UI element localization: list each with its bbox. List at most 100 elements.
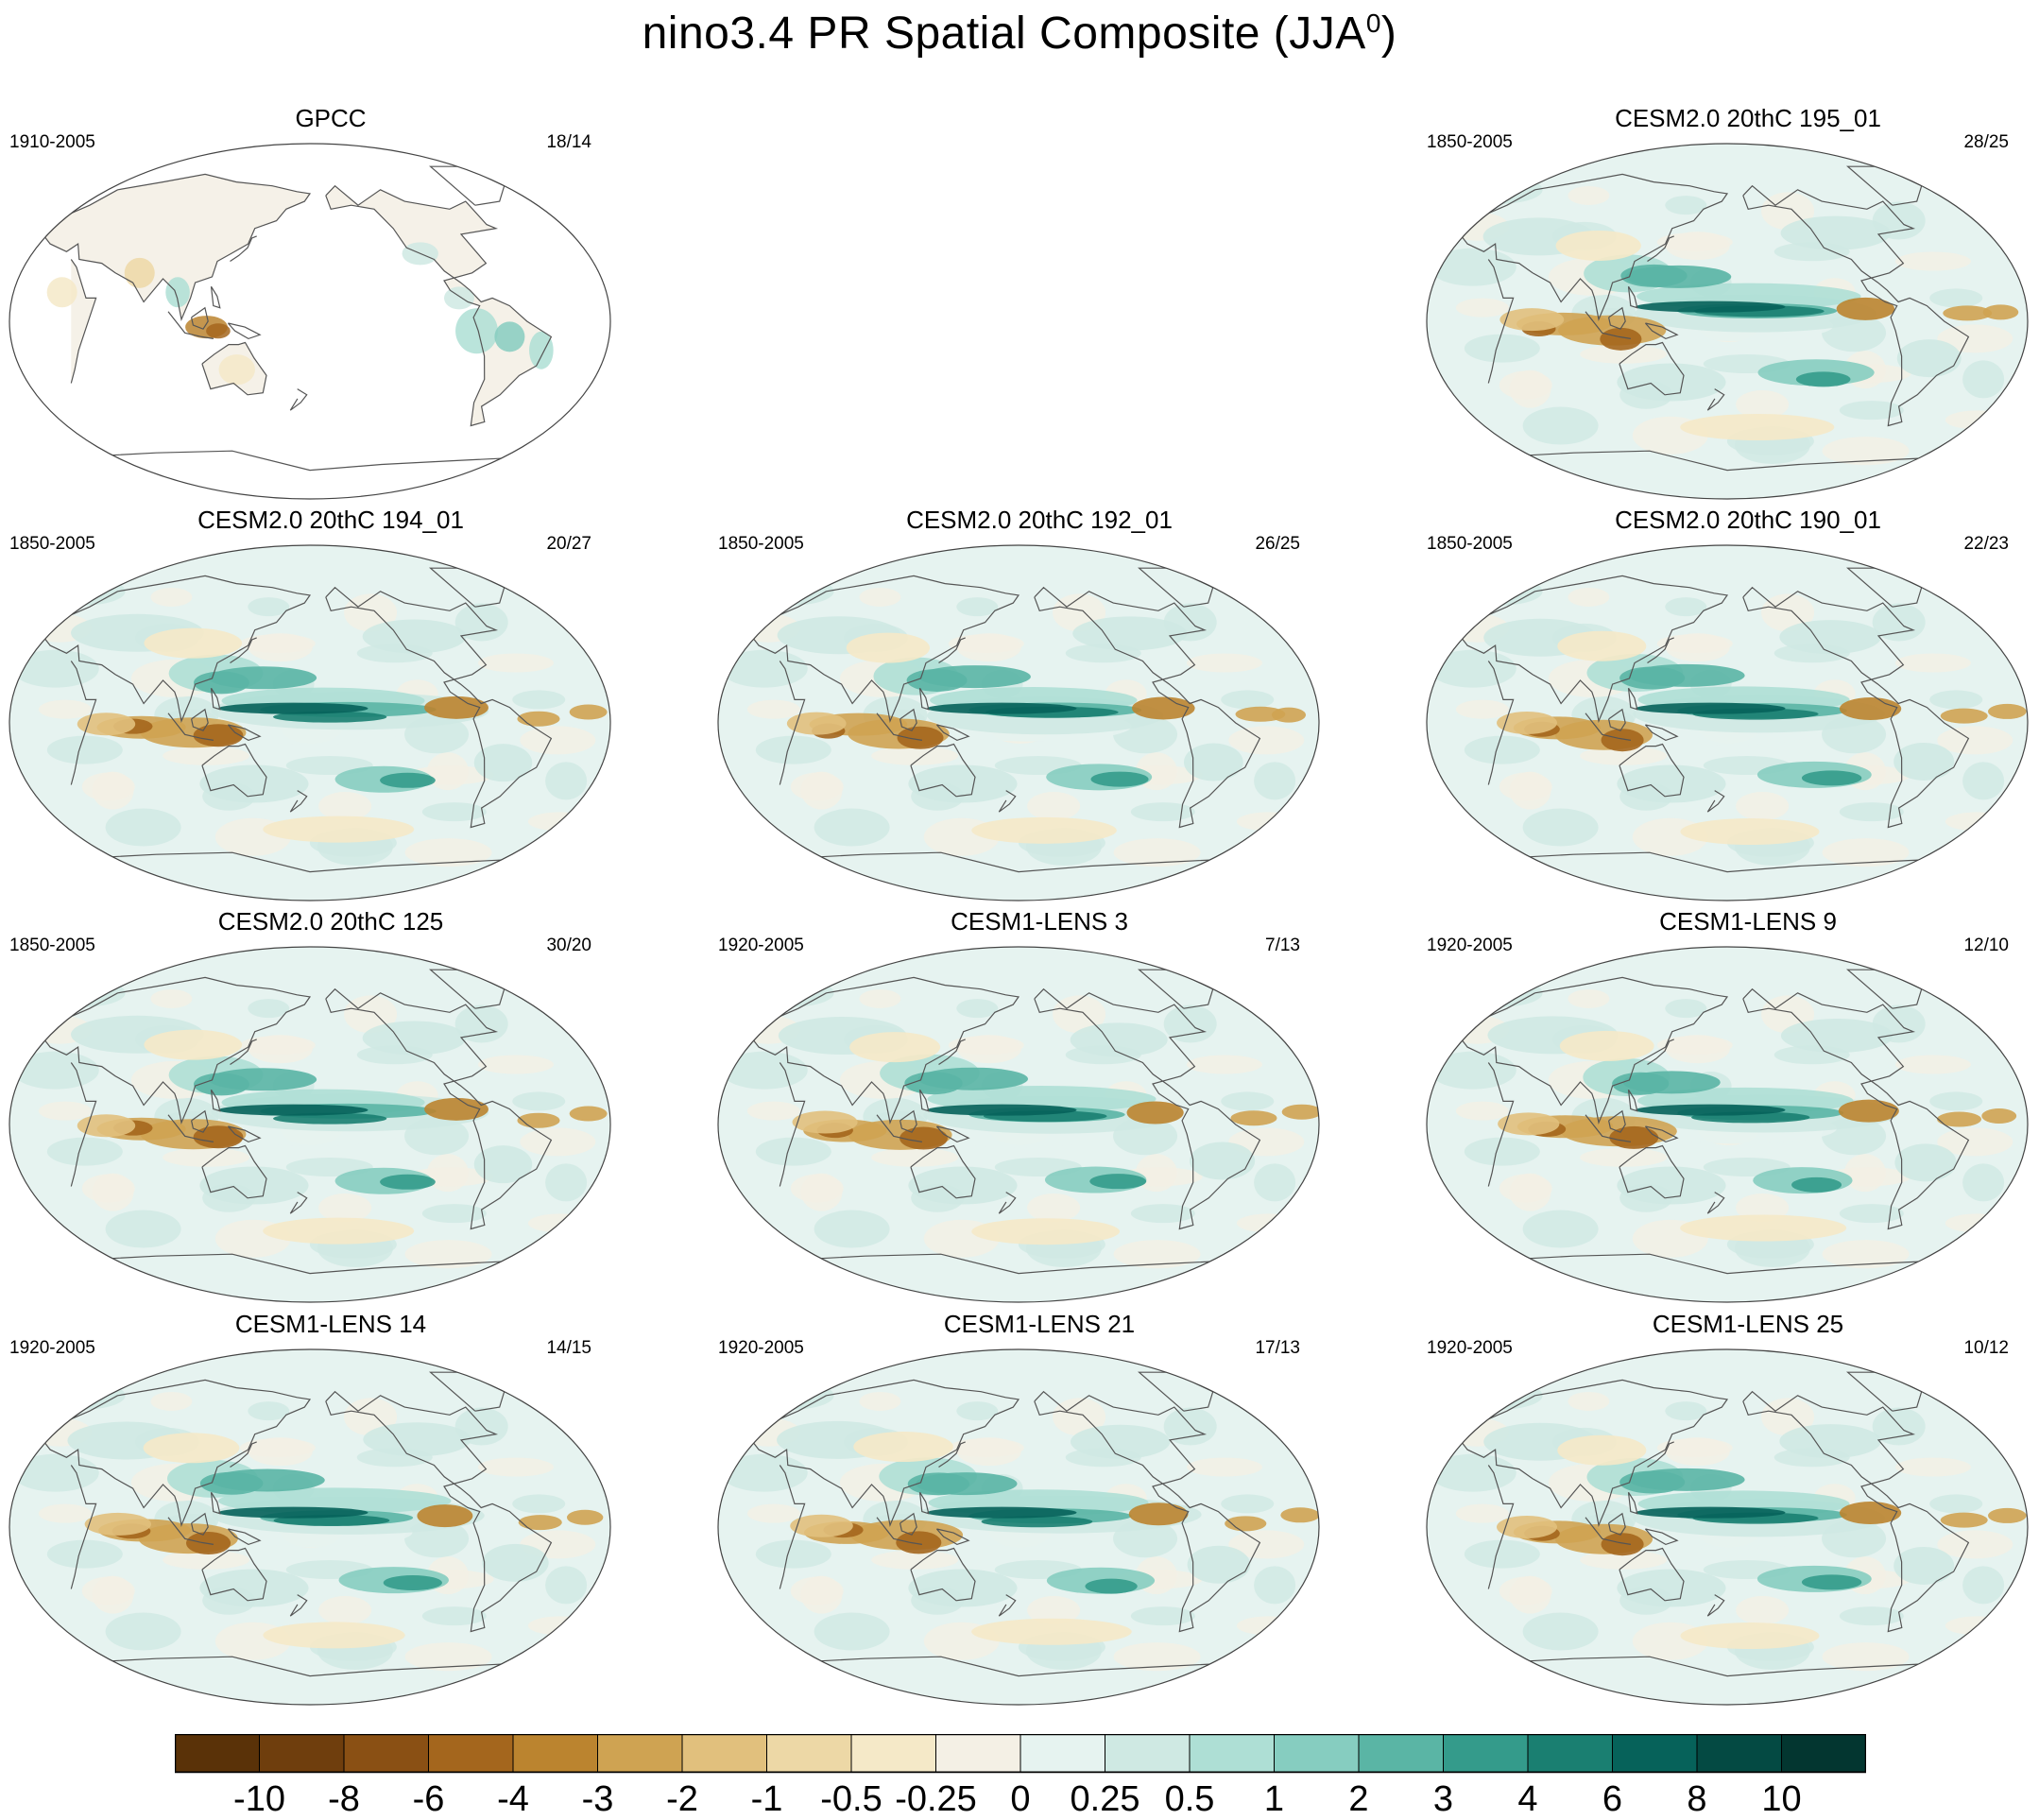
map-panel-lens-25: CESM1-LENS 25 1920-2005 10/12 (1417, 1310, 2039, 1716)
anomaly-blob (383, 1574, 442, 1590)
map-border (1426, 143, 2029, 500)
coastline (230, 235, 257, 263)
coastline (1619, 341, 1685, 396)
anomaly-blob (1580, 1147, 1668, 1167)
anomaly-blob (871, 1550, 959, 1570)
anomaly-blob (1072, 616, 1188, 651)
colorbar-swatch (1358, 1734, 1445, 1773)
coastline (1458, 976, 1729, 1125)
anomaly-blob (1665, 232, 1730, 261)
coastline (1627, 687, 1638, 711)
anomaly-blob (424, 1097, 488, 1121)
coastline (1487, 1062, 1515, 1187)
anomaly-blob (318, 1193, 372, 1223)
map-panel-lens-14: CESM1-LENS 14 1920-2005 14/15 (0, 1310, 661, 1716)
map-gpcc (9, 143, 611, 500)
coastline (41, 575, 312, 724)
anomaly-blob (1568, 988, 1610, 1008)
anomaly-blob (1937, 324, 2013, 353)
anomaly-blob (814, 1210, 890, 1248)
coastline (191, 1512, 209, 1536)
anomaly-blob (1509, 1575, 1551, 1614)
anomaly-blob (1872, 603, 1926, 642)
colorbar-tick-label: 1 (1263, 1779, 1285, 1819)
coastline (1034, 1390, 1261, 1633)
colorbar-tick-label: 4 (1517, 1779, 1538, 1819)
anomaly-blob (1559, 1030, 1654, 1061)
anomaly-blob (11, 1051, 99, 1090)
coastline (70, 1465, 97, 1589)
anomaly-blob (956, 1035, 1021, 1064)
colorbar-swatch (1781, 1734, 1866, 1773)
coastline (1706, 388, 1725, 411)
anomaly-blob (248, 999, 290, 1019)
anomaly-blob (915, 1472, 1018, 1496)
anomaly-blob (1987, 703, 2027, 719)
coastline (918, 1491, 930, 1515)
coastline (325, 184, 553, 427)
anomaly-blob (1186, 1055, 1262, 1074)
anomaly-blob (494, 321, 525, 352)
anomaly-blob (248, 1437, 313, 1467)
anomaly-blob (477, 1055, 554, 1074)
anomaly-blob (421, 1204, 487, 1224)
anomaly-blob (1481, 849, 1523, 868)
anomaly-blob (927, 1104, 1077, 1116)
panel-count: 28/25 (1963, 132, 2009, 152)
anomaly-blob (792, 1110, 858, 1134)
colorbar-swatch (175, 1734, 261, 1773)
coastline (749, 575, 1020, 724)
anomaly-blob (1481, 447, 1523, 467)
anomaly-blob (1981, 1107, 2017, 1124)
coastline (1644, 724, 1679, 742)
anomaly-blob (1113, 838, 1201, 867)
colorbar-tick-label: -1 (750, 1779, 783, 1819)
anomaly-blob (1481, 1250, 1523, 1270)
anomaly-blob (1601, 729, 1644, 752)
coastline (1501, 450, 1953, 472)
coastline (41, 976, 312, 1125)
colorbar-tick-label: 8 (1687, 1779, 1707, 1819)
coastline (167, 1517, 214, 1545)
anomaly-blob (1221, 690, 1275, 710)
anomaly-blob (755, 735, 831, 764)
anomaly-blob (1628, 1468, 1745, 1491)
anomaly-blob (1937, 1127, 2013, 1157)
anomaly-blob (144, 627, 243, 659)
colorbar-tick-label: 0.25 (1070, 1779, 1140, 1819)
anomaly-blob (849, 1032, 941, 1063)
coastline (1619, 1144, 1685, 1199)
coastline (191, 1109, 209, 1133)
anomaly-blob (1090, 771, 1149, 787)
anomaly-blob (786, 712, 847, 735)
anomaly-blob (163, 1147, 250, 1167)
colorbar-tick-label: -2 (666, 1779, 698, 1819)
coastline (1706, 1192, 1725, 1214)
coastline (1501, 1253, 1953, 1275)
coastline (167, 1114, 214, 1142)
coastline (325, 586, 553, 829)
coastline (1742, 1390, 1970, 1633)
map-lens-21 (717, 1348, 1320, 1706)
anomaly-blob (846, 632, 931, 663)
colorbar-swatch (512, 1734, 599, 1773)
anomaly-blob (1617, 764, 1726, 803)
anomaly-blob (896, 1531, 942, 1554)
coastline (210, 687, 221, 711)
coastline (1487, 661, 1515, 785)
coastline (1501, 1656, 1953, 1677)
anomaly-blob (1027, 792, 1081, 821)
anomaly-blob (720, 1453, 808, 1492)
map-border (9, 946, 611, 1303)
anomaly-blob (971, 1618, 1132, 1645)
anomaly-blob (871, 746, 959, 765)
anomaly-blob (1509, 1173, 1551, 1211)
anomaly-blob (124, 257, 155, 288)
panel-count: 7/13 (1265, 936, 1300, 955)
anomaly-blob (208, 1068, 317, 1091)
map-panel-c2-195: CESM2.0 20thC 195_01 1850-2005 28/25 (1417, 104, 2039, 510)
anomaly-blob (1636, 702, 1786, 714)
anomaly-blob (193, 1125, 244, 1149)
anomaly-blob (1622, 1071, 1721, 1094)
coastline (227, 724, 262, 742)
